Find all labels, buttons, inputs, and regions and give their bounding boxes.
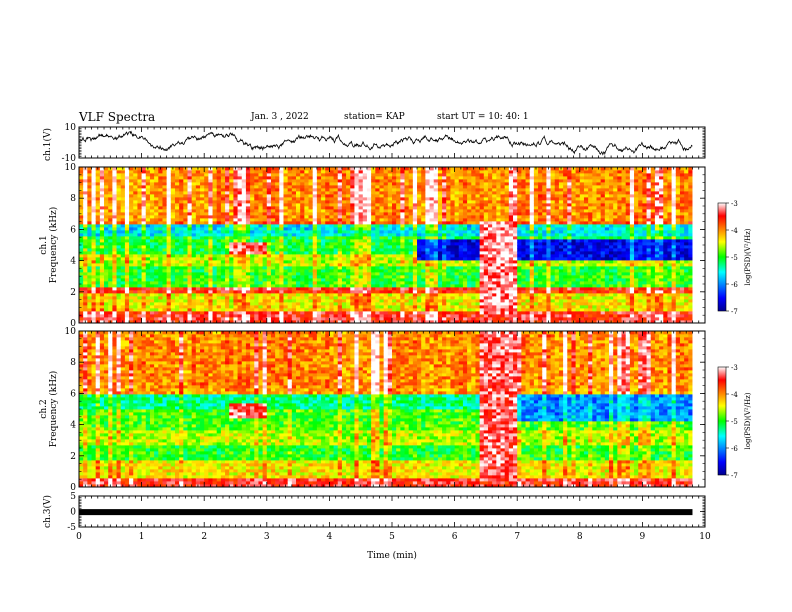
colorbar-tick-label: -4 [731, 227, 738, 235]
no-data-region [692, 331, 705, 487]
y-tick-label: 8 [70, 358, 76, 368]
colorbar-tick-label: -3 [731, 200, 738, 208]
y-tick-label: 8 [70, 194, 76, 204]
header-station: station= KAP [344, 112, 405, 122]
x-tick-label: 0 [76, 532, 82, 542]
ch1-spectrogram-colorbar-label: log(PSD)(V²/Hz) [744, 228, 752, 285]
ch2-spectrogram-cells [79, 331, 693, 488]
colorbar-tick-label: -6 [731, 445, 738, 453]
y-tick-label: 2 [70, 288, 76, 298]
ch2-spectrogram-channel-label: ch.2 [39, 399, 49, 418]
colorbar-tick-label: -6 [731, 281, 738, 289]
x-tick-label: 10 [699, 532, 711, 542]
ch1-spectrogram-colorbar [717, 202, 727, 312]
x-tick-label: 1 [139, 532, 145, 542]
ch2-spectrogram-colorbar-label: log(PSD)(V²/Hz) [744, 392, 752, 449]
ch2-spectrogram-colorbar [717, 366, 727, 476]
colorbar-tick-label: -4 [731, 391, 738, 399]
colorbar-tick-label: -3 [731, 364, 738, 372]
y-tick-label: 4 [70, 421, 76, 431]
ch1-spectrogram-channel-label: ch.1 [39, 235, 49, 254]
x-tick-label: 6 [452, 532, 458, 542]
x-tick-label: 8 [577, 532, 583, 542]
y-tick-label: 6 [70, 225, 76, 235]
y-tick-label: 4 [70, 257, 76, 267]
y-tick-label: -5 [67, 523, 76, 533]
y-tick-label: 2 [70, 452, 76, 462]
header-date: Jan. 3 , 2022 [251, 112, 309, 122]
header-start-time: start UT = 10: 40: 1 [437, 112, 529, 122]
x-tick-label: 9 [640, 532, 646, 542]
y-tick-label: -10 [62, 154, 77, 164]
y-tick-label: 10 [65, 327, 77, 337]
y-tick-label: 5 [70, 492, 76, 502]
ch1-spectrogram-cells [79, 167, 693, 324]
ch1-waveform-trace [78, 130, 693, 156]
x-tick-label: 2 [201, 532, 207, 542]
x-tick-label: 5 [389, 532, 395, 542]
x-tick-label: 3 [264, 532, 270, 542]
figure-title: VLF Spectra [79, 110, 156, 124]
ch3-waveform-trace [79, 509, 693, 516]
x-axis-label: Time (min) [367, 550, 417, 561]
ch3-y-axis-label: ch.3(V) [42, 495, 53, 528]
y-tick-label: 10 [65, 123, 77, 133]
ch1-spectrogram-y-axis-label: Frequency (kHz) [48, 207, 59, 284]
y-tick-label: 0 [70, 483, 76, 493]
ch1-y-axis-label: ch.1(V) [42, 128, 53, 161]
x-tick-label: 4 [327, 532, 333, 542]
colorbar-tick-label: -7 [731, 308, 738, 316]
y-tick-label: 0 [70, 508, 76, 518]
colorbar-tick-label: -5 [731, 254, 738, 262]
y-tick-label: 10 [65, 163, 77, 173]
y-tick-label: 0 [70, 319, 76, 329]
y-tick-label: 6 [70, 389, 76, 399]
no-data-region [692, 167, 705, 323]
colorbar-tick-label: -5 [731, 418, 738, 426]
x-tick-label: 7 [514, 532, 520, 542]
ch2-spectrogram-y-axis-label: Frequency (kHz) [48, 371, 59, 448]
colorbar-tick-label: -7 [731, 472, 738, 480]
